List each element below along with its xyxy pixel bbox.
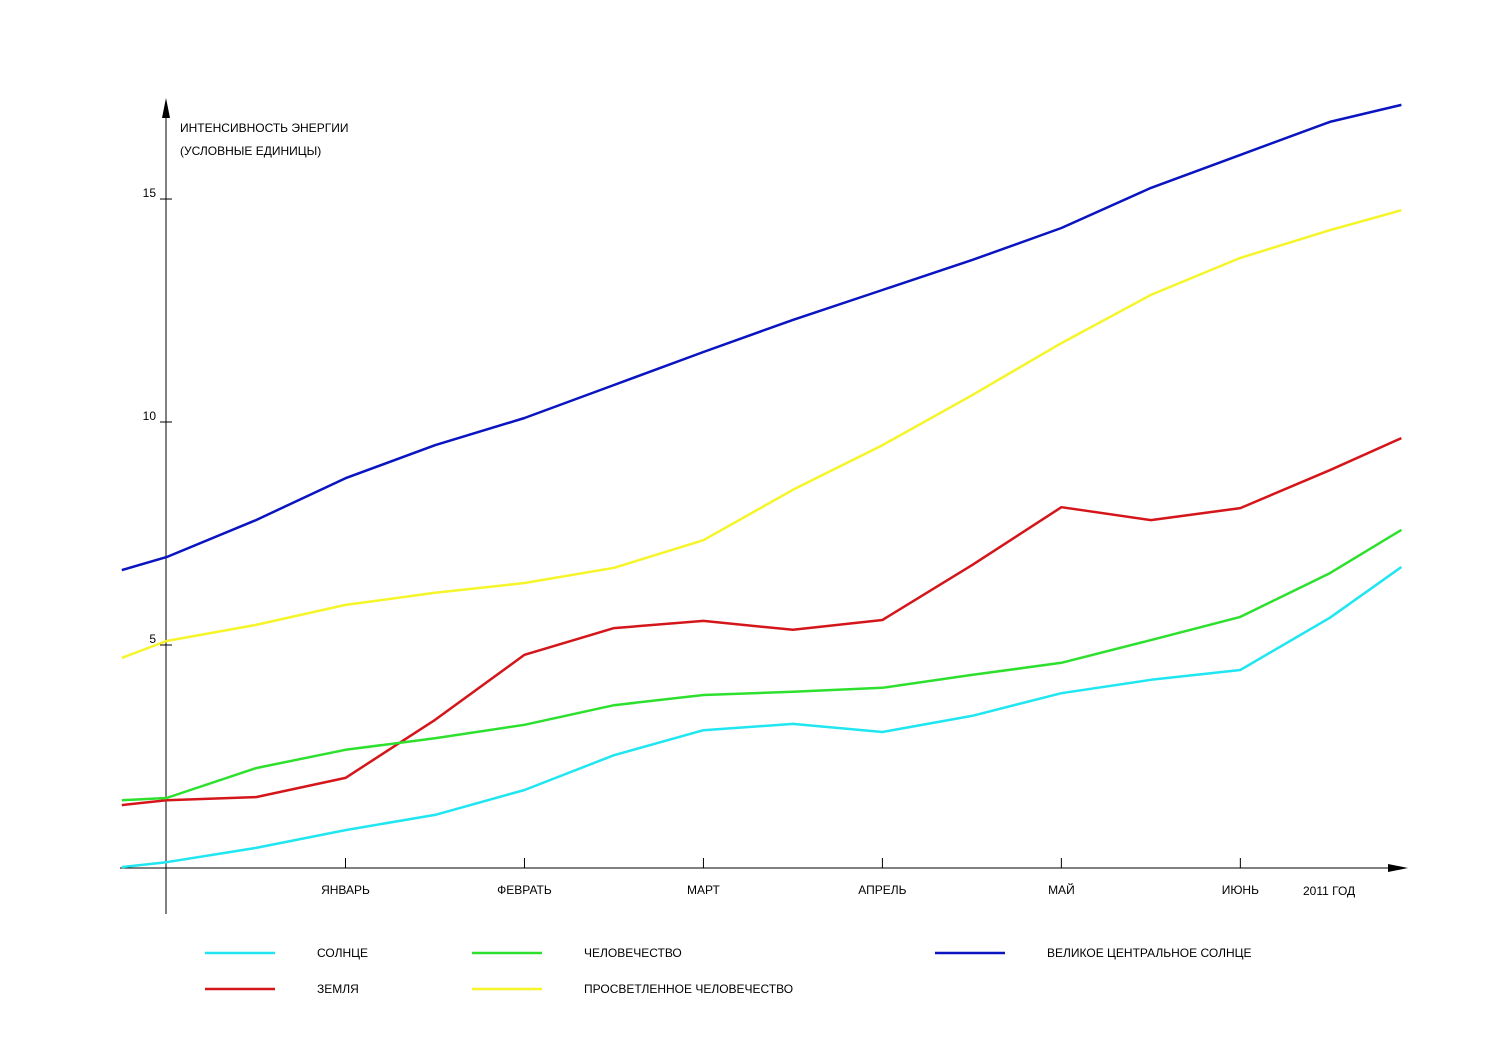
x-tick-label: ЯНВАРЬ <box>321 883 370 897</box>
series-line <box>121 103 1402 572</box>
y-tick-label: 15 <box>143 186 157 200</box>
legend-label: СОЛНЦЕ <box>317 946 368 960</box>
x-axis-arrow <box>1388 864 1408 872</box>
x-tick-label: ФЕВРАТЬ <box>497 883 552 897</box>
y-tick-label: 10 <box>143 409 157 423</box>
x-tick-label: ИЮНЬ <box>1222 883 1259 897</box>
legend-label: ВЕЛИКОЕ ЦЕНТРАЛЬНОЕ СОЛНЦЕ <box>1047 946 1252 960</box>
y-tick-label: 5 <box>149 632 156 646</box>
series-line <box>121 528 1403 802</box>
x-axis-label: 2011 ГОД <box>1303 884 1355 898</box>
x-tick-label: МАЙ <box>1048 882 1075 897</box>
x-tick-label: АПРЕЛЬ <box>858 883 906 897</box>
legend-label: ЗЕМЛЯ <box>317 982 359 996</box>
series-line <box>121 436 1402 807</box>
legend-label: ПРОСВЕТЛЕННОЕ ЧЕЛОВЕЧЕСТВО <box>584 982 793 996</box>
y-axis-label: ИНТЕНСИВНОСТЬ ЭНЕРГИИ <box>180 121 348 135</box>
y-axis-label: (УСЛОВНЫЕ ЕДИНИЦЫ) <box>180 144 321 158</box>
legend-label: ЧЕЛОВЕЧЕСТВО <box>584 946 682 960</box>
series-line <box>121 565 1403 869</box>
series-line <box>121 208 1402 660</box>
y-axis-arrow <box>162 98 170 118</box>
x-tick-label: МАРТ <box>687 883 720 897</box>
